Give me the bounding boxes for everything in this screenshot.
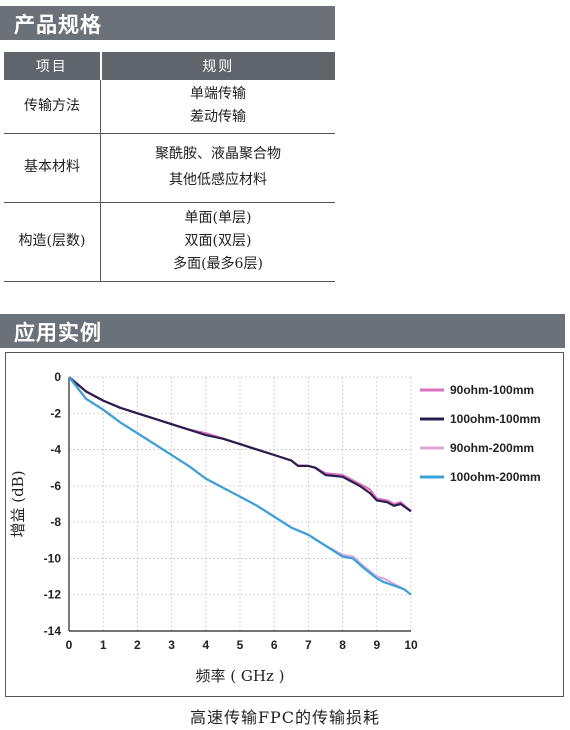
spec-section-title: 产品规格 xyxy=(14,13,102,37)
header-rule: 规则 xyxy=(99,52,335,80)
rule-line: 多面(最多6层) xyxy=(173,256,263,272)
x-tick-label: 7 xyxy=(305,638,312,652)
y-axis-title: 增益 (dB) xyxy=(9,470,27,537)
y-tick-label: -14 xyxy=(44,624,62,638)
series-line-100ohm-100mm xyxy=(68,376,412,513)
x-tick-label: 2 xyxy=(134,638,141,652)
row-item: 传输方法 xyxy=(4,80,101,134)
chart-container: 0 1 2 3 4 5 6 7 8 9 10 0 -2 -4 -6 -8 -10 -12 -14 频率 ( GHz )… xyxy=(5,352,564,697)
rule-line: 单面(单层) xyxy=(184,210,252,226)
spec-table: 项目 规则 传输方法 单端传输 差动传输 基本材料 聚酰胺、液晶聚合物 其他低感… xyxy=(4,52,335,282)
row-item: 基本材料 xyxy=(4,133,101,203)
y-tick-label: 0 xyxy=(54,370,61,384)
row-rule: 聚酰胺、液晶聚合物 其他低感应材料 xyxy=(100,133,335,203)
series-line-100ohm-200mm xyxy=(68,376,412,596)
chart-caption: 高速传输FPC的传输损耗 xyxy=(189,708,381,727)
table-row: 传输方法 单端传输 差动传输 xyxy=(4,80,335,134)
x-tick-label: 9 xyxy=(373,638,380,652)
x-tick-label: 10 xyxy=(404,638,418,652)
y-tick-label: -2 xyxy=(50,406,61,420)
table-row: 基本材料 聚酰胺、液晶聚合物 其他低感应材料 xyxy=(4,133,335,203)
rule-line: 差动传输 xyxy=(190,109,246,126)
rule-line: 双面(双层) xyxy=(184,233,252,249)
x-tick-label: 5 xyxy=(237,638,244,652)
x-tick-label: 8 xyxy=(339,638,346,652)
x-tick-label: 0 xyxy=(66,638,73,652)
x-tick-label: 1 xyxy=(100,638,107,652)
application-section-title: 应用实例 xyxy=(14,321,102,345)
rule-line: 聚酰胺、液晶聚合物 xyxy=(155,146,281,162)
rule-line: 单端传输 xyxy=(190,86,246,103)
x-tick-label: 3 xyxy=(168,638,175,652)
y-tick-label: -10 xyxy=(44,551,62,565)
row-item: 构造(层数) xyxy=(4,202,101,282)
legend-label: 90ohm-100mm xyxy=(450,383,534,397)
legend-label: 100ohm-100mm xyxy=(450,412,541,426)
application-section-header: 应用实例 xyxy=(0,314,565,348)
x-tick-label: 6 xyxy=(271,638,278,652)
y-tick-label: -6 xyxy=(50,479,61,493)
spec-table-header-row: 项目 规则 xyxy=(4,52,335,80)
table-row: 构造(层数) 单面(单层) 双面(双层) 多面(最多6层) xyxy=(4,202,335,282)
x-axis-title: 频率 ( GHz ) xyxy=(196,667,285,685)
header-item: 项目 xyxy=(4,52,101,80)
legend-label: 100ohm-200mm xyxy=(450,470,541,484)
legend-label: 90ohm-200mm xyxy=(450,441,534,455)
x-tick-label: 4 xyxy=(202,638,209,652)
y-tick-label: -12 xyxy=(44,588,62,602)
y-tick-label: -4 xyxy=(50,443,61,457)
row-rule: 单面(单层) 双面(双层) 多面(最多6层) xyxy=(100,202,335,282)
spec-section-header: 产品规格 xyxy=(0,6,335,40)
loss-chart: 0 1 2 3 4 5 6 7 8 9 10 0 -2 -4 -6 -8 -10 -12 -14 频率 ( GHz )… xyxy=(9,370,541,685)
row-rule: 单端传输 差动传输 xyxy=(100,80,335,134)
rule-line: 其他低感应材料 xyxy=(169,172,267,188)
y-tick-label: -8 xyxy=(50,515,61,529)
